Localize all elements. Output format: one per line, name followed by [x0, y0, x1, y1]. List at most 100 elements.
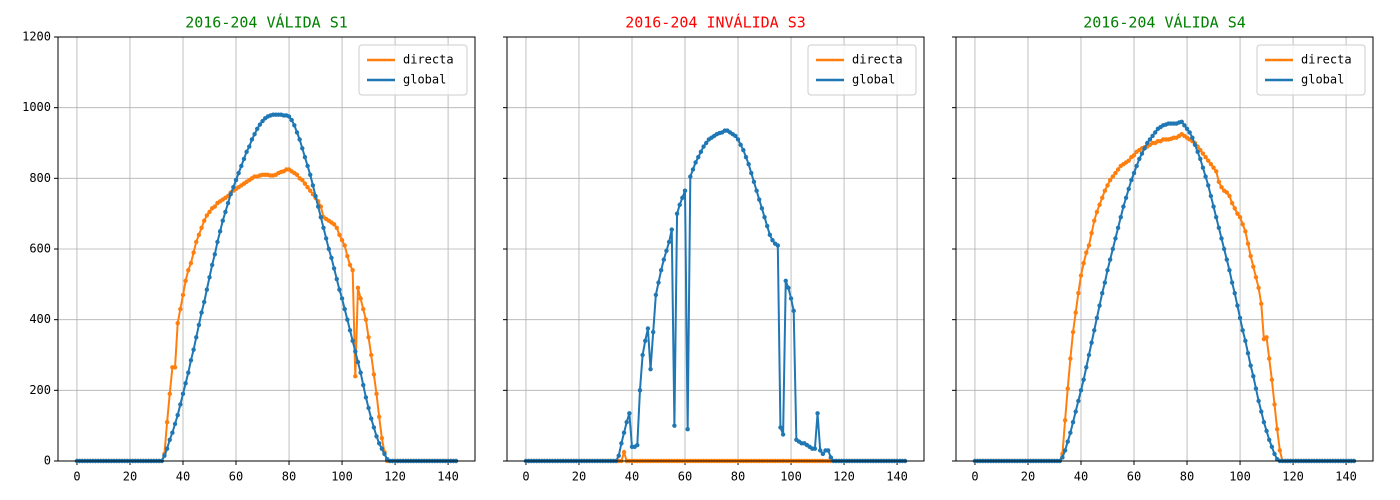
data-point [1261, 419, 1267, 425]
data-point [621, 430, 627, 435]
subplot-title: 2016-204 VÁLIDA S4 [1083, 13, 1246, 32]
data-point [1208, 193, 1214, 199]
data-point [305, 184, 310, 190]
data-point [355, 285, 361, 291]
data-point [820, 451, 826, 457]
data-point [1253, 386, 1259, 391]
x-tick-label: 40 [625, 470, 639, 484]
data-point [1062, 418, 1068, 423]
data-point [1237, 315, 1243, 321]
data-point [1227, 268, 1232, 273]
data-point [1269, 377, 1275, 382]
data-point [743, 154, 749, 160]
data-point [1192, 142, 1198, 147]
data-point [1203, 154, 1208, 160]
data-point [1216, 179, 1222, 185]
data-point [1092, 328, 1097, 333]
data-point [1107, 177, 1113, 183]
data-point [345, 253, 350, 259]
data-point [1094, 209, 1100, 215]
data-point [204, 213, 210, 218]
data-point [1190, 135, 1195, 140]
data-point [331, 222, 337, 227]
x-tick-label: 80 [1180, 470, 1194, 484]
y-tick-label: 400 [29, 312, 51, 326]
y-tick-label: 200 [29, 383, 51, 397]
data-point [1102, 280, 1108, 285]
data-point [1070, 419, 1076, 425]
data-point [247, 144, 252, 149]
data-point [294, 130, 300, 135]
data-point [1081, 260, 1086, 266]
data-point [191, 347, 196, 352]
data-point [180, 391, 186, 397]
data-point [374, 434, 379, 439]
data-point [1115, 225, 1121, 230]
data-point [167, 437, 172, 442]
data-point [358, 370, 363, 375]
x-tick-label: 20 [1021, 470, 1035, 484]
data-point [1065, 386, 1070, 391]
data-point [305, 163, 310, 169]
data-point [236, 170, 241, 176]
data-point [775, 243, 780, 248]
data-point [225, 200, 231, 206]
data-point [672, 423, 677, 428]
data-point [693, 160, 698, 165]
data-point [1240, 328, 1245, 333]
data-point [1267, 437, 1272, 442]
data-point [812, 446, 818, 451]
data-point [1129, 177, 1134, 183]
data-point [337, 287, 342, 292]
data-point [342, 306, 347, 312]
data-point [162, 453, 167, 458]
data-point [1100, 290, 1105, 296]
data-point [353, 349, 358, 354]
data-point [260, 118, 265, 124]
data-point [334, 276, 339, 282]
y-tick-label: 1200 [22, 30, 51, 44]
data-point [1113, 236, 1118, 241]
x-tick-label: 120 [1282, 470, 1304, 484]
x-tick-label: 120 [833, 470, 855, 484]
data-point [701, 144, 706, 149]
data-point [220, 218, 225, 223]
data-point [382, 451, 387, 457]
data-point [292, 123, 297, 128]
data-point [653, 292, 659, 298]
legend-label: directa [852, 53, 903, 67]
data-point [1145, 140, 1150, 146]
data-point [1123, 195, 1129, 200]
data-point [294, 172, 300, 177]
data-point [1248, 363, 1253, 368]
data-point [199, 310, 204, 315]
data-point [1221, 246, 1227, 252]
data-point [1235, 211, 1240, 216]
data-point [376, 414, 382, 420]
data-point [1211, 165, 1216, 170]
data-point [337, 232, 342, 238]
data-point [369, 352, 374, 358]
data-point [207, 209, 212, 215]
legend-label: global [403, 73, 446, 87]
data-point [204, 287, 210, 292]
data-point [640, 352, 645, 358]
legend-box [1256, 44, 1366, 96]
data-point [366, 335, 371, 340]
data-point [289, 117, 294, 123]
data-point [1115, 167, 1121, 172]
data-point [186, 370, 191, 375]
data-point [1105, 183, 1110, 188]
legend: directa global [358, 44, 468, 96]
data-point [1110, 246, 1116, 252]
data-point [1139, 151, 1145, 156]
data-point [1182, 123, 1187, 128]
data-point [1243, 229, 1248, 234]
data-point [1251, 374, 1256, 379]
x-tick-label: 40 [176, 470, 190, 484]
x-tick-label: 120 [384, 470, 406, 484]
data-point [645, 326, 651, 331]
data-point [1081, 377, 1086, 382]
data-point [1245, 351, 1251, 356]
data-point [1078, 273, 1084, 278]
